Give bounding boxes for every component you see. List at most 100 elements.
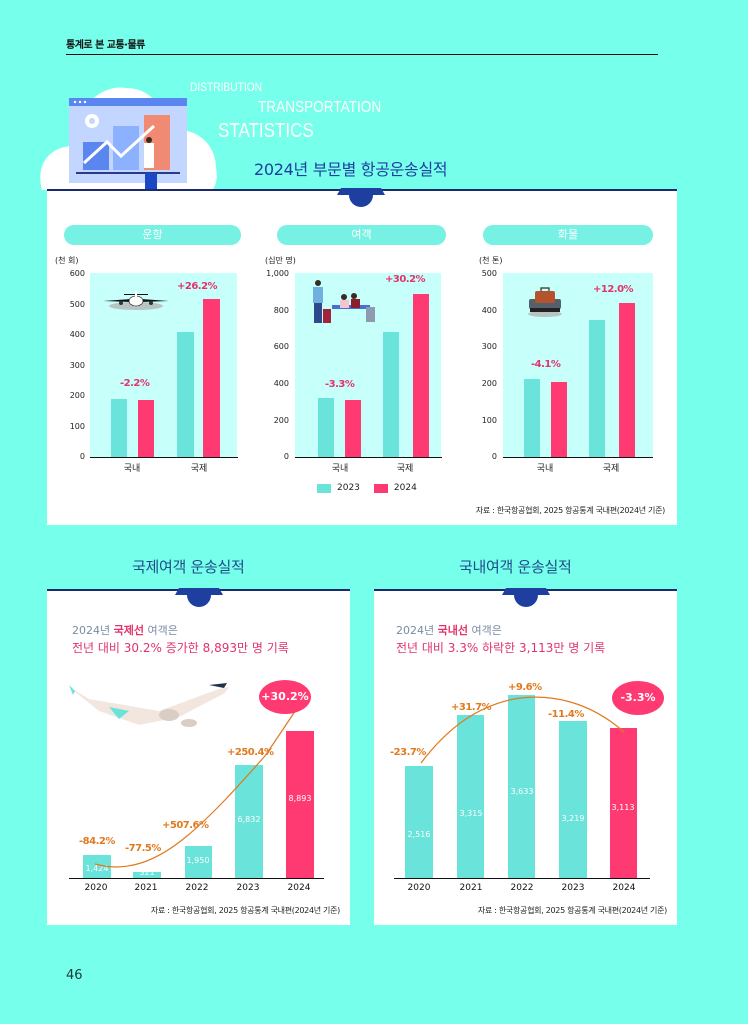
- running-head: 통계로 본 교통·물류: [66, 40, 145, 51]
- tab-notch-icon: [175, 588, 223, 607]
- y-tick: 300: [69, 361, 85, 370]
- value-label: 3,315: [459, 809, 483, 818]
- y-tick: 200: [481, 379, 497, 388]
- value-label: 321: [139, 868, 155, 877]
- bar-flights-domestic-2024: [138, 400, 154, 457]
- value-label: 3,633: [510, 787, 534, 796]
- hero-word-transportation: TRANSPORTATION: [258, 99, 382, 116]
- pct-passengers-intl: +30.2%: [385, 274, 426, 285]
- x-cat: 국내: [536, 464, 554, 474]
- y-tick: 200: [69, 391, 85, 400]
- dom-lead-line1: 2024년 국내선 여객은: [396, 622, 502, 638]
- airplane-takeoff-icon: [69, 683, 229, 727]
- y-tick: 1,000: [266, 269, 289, 278]
- bar-passengers-intl-2024: [413, 294, 429, 457]
- lead-year: 2024년: [396, 624, 435, 637]
- value-label: 6,832: [237, 815, 261, 824]
- header-rule: [66, 54, 658, 55]
- pct-flights-domestic: -2.2%: [120, 378, 150, 389]
- y-tick: 400: [481, 306, 497, 315]
- bar-intl-2021: [133, 872, 161, 878]
- bar-dom-2020: [405, 766, 433, 878]
- source-note: 자료 : 한국항공협회, 2025 항공통계 국내편(2024년 기준): [475, 506, 665, 515]
- passengers-waiting-icon: [313, 280, 375, 323]
- y-tick: 600: [69, 269, 85, 278]
- lead-highlight: 국제선: [113, 624, 144, 637]
- hero-word-statistics: STATISTICS: [218, 120, 314, 142]
- y-tick: 600: [273, 342, 289, 351]
- pct-flights-intl: +26.2%: [177, 281, 218, 292]
- chart-title-cargo: 화물: [483, 225, 653, 245]
- y-tick: 400: [69, 330, 85, 339]
- growth-label: -84.2%: [79, 836, 115, 847]
- intl-lead-line2: 전년 대비 30.2% 증가한 8,893만 명 기록: [72, 641, 289, 655]
- hero-word-distribution: DISTRIBUTION: [190, 80, 262, 94]
- lead-highlight: 국내선: [437, 624, 468, 637]
- x-year: 2020: [84, 883, 108, 893]
- intl-lead-line1: 2024년 국제선 여객은: [72, 622, 178, 638]
- x-year: 2024: [287, 883, 311, 893]
- y-tick: 0: [283, 452, 289, 461]
- x-cat: 국제: [396, 464, 414, 474]
- y-tick: 300: [481, 342, 497, 351]
- pct-cargo-intl: +12.0%: [593, 284, 634, 295]
- x-cat: 국제: [190, 464, 208, 474]
- luggage-conveyor-icon: [528, 287, 562, 317]
- page-title: 2024년 부문별 항공운송실적: [254, 160, 448, 179]
- x-cat: 국제: [602, 464, 620, 474]
- x-year: 2022: [510, 883, 534, 893]
- value-label: 3,219: [561, 814, 585, 823]
- value-label: 1,950: [186, 856, 210, 865]
- bar-flights-intl-2024: [203, 299, 220, 457]
- lead-rest: 여객은: [147, 624, 178, 637]
- lead-year: 2024년: [72, 624, 111, 637]
- growth-label: -11.4%: [548, 709, 584, 720]
- source-note-intl: 자료 : 한국항공협회, 2025 항공통계 국내편(2024년 기준): [150, 906, 340, 915]
- value-label: 8,893: [288, 794, 312, 803]
- legend-label-2023: 2023: [337, 483, 360, 493]
- x-year: 2024: [612, 883, 636, 893]
- y-tick: 800: [273, 306, 289, 315]
- growth-label: -23.7%: [390, 747, 426, 758]
- x-cat: 국내: [123, 464, 141, 474]
- intl-passenger-panel: 2024년 국제선 여객은 전년 대비 30.2% 증가한 8,893만 명 기…: [47, 588, 350, 925]
- pct-cargo-domestic: -4.1%: [531, 359, 561, 370]
- bar-flights-domestic-2023: [111, 399, 127, 457]
- bar-dom-2023: [559, 721, 587, 878]
- x-year: 2023: [561, 883, 585, 893]
- legend-label-2024: 2024: [393, 483, 417, 493]
- section-title-domestic: 국내여객 운송실적: [459, 558, 572, 576]
- legend-swatch-2023: [317, 483, 331, 493]
- x-axis: [503, 457, 653, 458]
- x-axis: [295, 457, 442, 458]
- growth-label: +507.6%: [162, 820, 209, 831]
- bar-flights-intl-2023: [177, 332, 194, 457]
- section-title-intl: 국제여객 운송실적: [132, 558, 245, 576]
- dom-lead-line2: 전년 대비 3.3% 하락한 3,113만 명 기록: [396, 641, 606, 655]
- y-unit-passengers: (십만 명): [265, 256, 296, 265]
- chart-legend: 2023 2024: [317, 483, 417, 493]
- y-tick: 200: [273, 416, 289, 425]
- sector-performance-panel: 운항 (천 회) 600 500 400 300 200 100 0 -2.2%…: [47, 188, 677, 525]
- x-axis: [394, 878, 650, 879]
- tab-notch-icon: [337, 188, 385, 207]
- growth-label: +31.7%: [451, 702, 492, 713]
- y-unit-flights: (천 회): [55, 256, 79, 265]
- bar-cargo-intl-2024: [619, 303, 635, 457]
- y-tick: 0: [79, 452, 85, 461]
- page-number: 46: [66, 968, 83, 983]
- growth-bubble-2024: +30.2%: [259, 680, 311, 714]
- y-unit-cargo: (천 톤): [479, 256, 503, 265]
- value-label: 2,516: [407, 830, 431, 839]
- x-year: 2020: [407, 883, 431, 893]
- x-year: 2023: [236, 883, 260, 893]
- pct-passengers-domestic: -3.3%: [325, 379, 355, 390]
- source-note-domestic: 자료 : 한국항공협회, 2025 항공통계 국내편(2024년 기준): [477, 906, 667, 915]
- y-tick: 0: [491, 452, 497, 461]
- bar-cargo-domestic-2023: [524, 379, 540, 457]
- x-axis: [90, 457, 238, 458]
- bar-passengers-domestic-2024: [345, 400, 361, 457]
- value-label: 1,424: [85, 864, 109, 873]
- y-tick: 100: [481, 416, 497, 425]
- bar-cargo-intl-2023: [589, 320, 605, 457]
